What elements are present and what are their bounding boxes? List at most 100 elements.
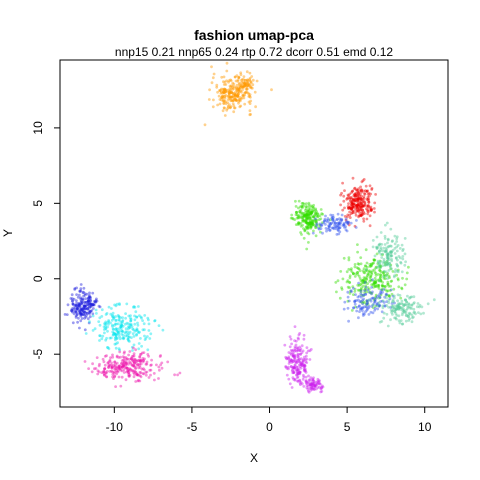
scatter-point bbox=[359, 290, 363, 294]
scatter-point bbox=[212, 72, 216, 76]
scatter-point bbox=[121, 358, 125, 362]
scatter-point bbox=[120, 332, 124, 336]
scatter-point bbox=[359, 279, 363, 283]
scatter-point bbox=[389, 288, 393, 292]
scatter-point bbox=[389, 227, 393, 231]
scatter-point bbox=[121, 365, 124, 369]
scatter-point bbox=[98, 362, 101, 366]
scatter-point bbox=[78, 303, 82, 307]
scatter-point bbox=[135, 315, 139, 319]
scatter-point bbox=[237, 90, 241, 94]
scatter-point bbox=[126, 330, 129, 334]
scatter-point bbox=[304, 358, 307, 361]
scatter-point bbox=[115, 369, 118, 372]
scatter-point bbox=[80, 301, 84, 304]
scatter-point bbox=[383, 285, 387, 288]
scatter-point bbox=[361, 302, 364, 306]
scatter-point bbox=[127, 373, 131, 376]
scatter-point bbox=[300, 202, 304, 205]
scatter-point bbox=[224, 93, 228, 97]
scatter-point bbox=[86, 300, 90, 303]
scatter-point bbox=[136, 359, 140, 363]
scatter-point bbox=[90, 370, 94, 374]
scatter-point bbox=[296, 349, 300, 352]
scatter-point bbox=[365, 300, 369, 304]
scatter-point bbox=[358, 205, 362, 209]
scatter-point bbox=[294, 199, 297, 203]
scatter-point bbox=[107, 364, 111, 368]
scatter-point bbox=[87, 311, 91, 314]
scatter-point bbox=[117, 375, 121, 379]
scatter-point bbox=[77, 301, 81, 305]
scatter-point bbox=[348, 206, 352, 210]
scatter-point bbox=[132, 358, 135, 362]
scatter-point bbox=[309, 226, 313, 230]
scatter-point bbox=[291, 354, 295, 358]
scatter-point bbox=[293, 356, 297, 359]
scatter-point bbox=[104, 320, 108, 324]
scatter-point bbox=[350, 290, 353, 293]
scatter-point bbox=[343, 221, 346, 225]
scatter-point bbox=[82, 304, 86, 308]
scatter-point bbox=[238, 98, 241, 102]
scatter-point bbox=[376, 245, 379, 249]
scatter-point bbox=[239, 71, 243, 75]
scatter-point bbox=[83, 305, 87, 308]
scatter-point bbox=[121, 319, 125, 322]
scatter-point bbox=[396, 270, 400, 274]
scatter-point bbox=[394, 256, 398, 260]
scatter-point bbox=[137, 342, 141, 345]
scatter-point bbox=[359, 198, 363, 202]
scatter-point bbox=[315, 222, 319, 226]
scatter-point bbox=[136, 323, 140, 327]
scatter-point bbox=[79, 307, 82, 311]
scatter-point bbox=[141, 319, 145, 322]
scatter-point bbox=[223, 97, 227, 100]
scatter-point bbox=[356, 190, 360, 194]
scatter-point bbox=[92, 307, 95, 310]
scatter-point bbox=[376, 301, 380, 305]
scatter-point bbox=[158, 355, 162, 358]
scatter-point bbox=[399, 261, 403, 265]
scatter-point bbox=[93, 327, 97, 331]
scatter-point bbox=[119, 325, 123, 329]
scatter-point bbox=[131, 359, 134, 362]
scatter-point bbox=[359, 200, 363, 204]
scatter-point bbox=[308, 222, 311, 226]
scatter-point bbox=[370, 283, 374, 287]
scatter-point bbox=[368, 265, 372, 268]
scatter-point bbox=[352, 202, 355, 206]
scatter-point bbox=[377, 261, 381, 265]
scatter-point bbox=[77, 293, 81, 297]
scatter-point bbox=[129, 314, 132, 317]
scatter-point bbox=[91, 291, 95, 295]
scatter-point bbox=[378, 269, 382, 272]
scatter-point bbox=[242, 85, 246, 89]
scatter-point bbox=[132, 375, 136, 379]
scatter-point bbox=[356, 198, 360, 201]
scatter-point bbox=[351, 198, 355, 202]
scatter-point bbox=[302, 219, 306, 223]
scatter-point bbox=[372, 279, 376, 283]
scatter-point bbox=[96, 369, 100, 373]
scatter-point bbox=[220, 94, 224, 98]
scatter-point bbox=[328, 228, 332, 232]
scatter-point bbox=[128, 350, 132, 353]
scatter-point bbox=[301, 216, 305, 220]
scatter-point bbox=[116, 331, 120, 335]
scatter-point bbox=[393, 242, 397, 246]
scatter-point bbox=[294, 349, 297, 352]
scatter-point bbox=[328, 229, 331, 232]
scatter-point bbox=[222, 83, 226, 86]
scatter-point bbox=[383, 237, 387, 240]
scatter-point bbox=[376, 307, 379, 311]
scatter-point bbox=[139, 371, 143, 374]
scatter-point bbox=[375, 247, 379, 250]
scatter-point bbox=[393, 316, 396, 320]
scatter-point bbox=[293, 354, 296, 358]
scatter-point bbox=[238, 88, 241, 92]
scatter-point bbox=[362, 271, 366, 274]
scatter-point bbox=[359, 214, 363, 217]
scatter-point bbox=[356, 271, 359, 274]
scatter-point bbox=[302, 364, 306, 368]
